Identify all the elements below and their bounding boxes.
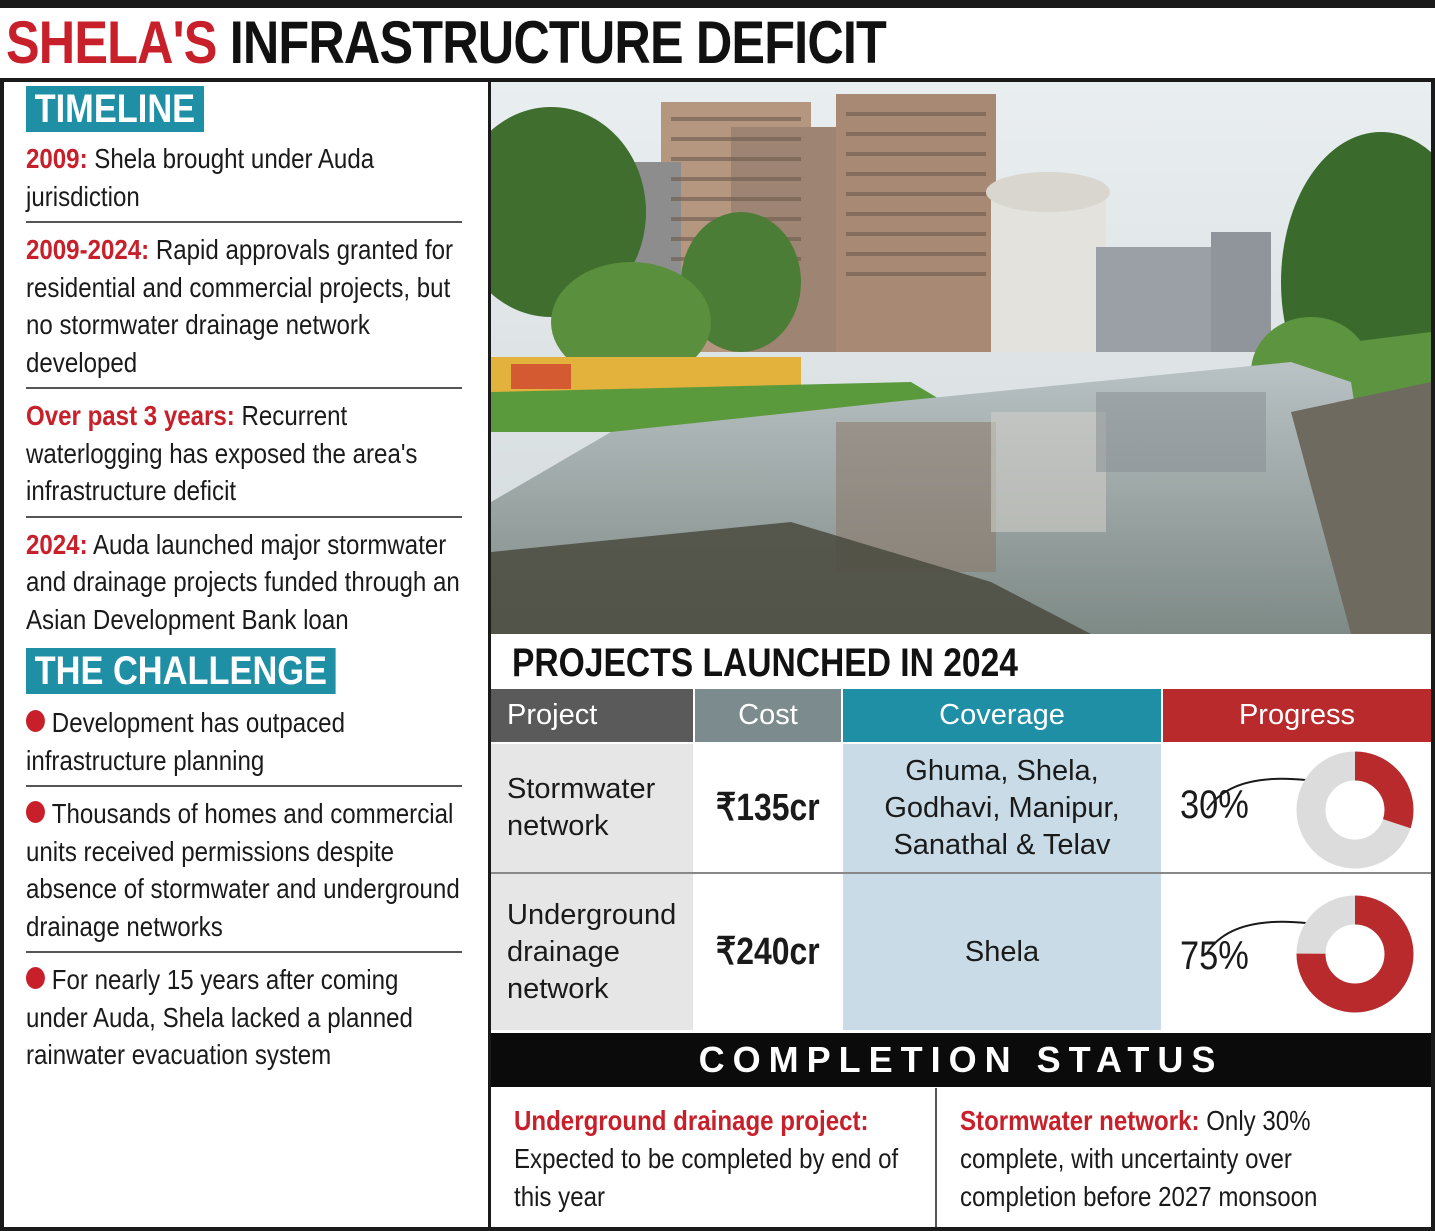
project-coverage: Ghuma, Shela, Godhavi, Manipur, Sanathal… (884, 754, 1120, 861)
column-header-cost: Cost (695, 689, 841, 742)
timeline-key: 2024: (26, 528, 88, 560)
status-text: Only 30% complete, with uncertainty over… (960, 1105, 1318, 1212)
timeline-key: 2009: (26, 143, 88, 174)
column-divider (488, 82, 491, 1231)
column-header-progress: Progress (1163, 689, 1431, 742)
headline: SHELA'S INFRASTRUCTURE DEFICIT (6, 9, 887, 76)
timeline-key: Over past 3 years: (26, 400, 235, 431)
headline-black: INFRASTRUCTURE DEFICIT (229, 9, 887, 76)
status-divider (935, 1088, 937, 1227)
table-cell-cost: ₹240cr (695, 874, 841, 1030)
frame-right (1431, 82, 1435, 1231)
project-cost: ₹135cr (716, 786, 820, 829)
timeline-text: Rapid approvals granted for residential … (26, 234, 454, 378)
challenge-item: For nearly 15 years after coming under A… (26, 961, 462, 1074)
row-divider (491, 872, 1431, 874)
timeline-entry: 2009-2024: Rapid approvals granted for r… (26, 231, 462, 381)
donut-progress-arc (1296, 895, 1414, 1013)
challenge-item: Thousands of homes and commercial units … (26, 795, 462, 945)
left-column: TIMELINE 2009: Shela brought under Auda … (26, 84, 462, 1074)
divider (26, 951, 462, 953)
progress-donut (1296, 895, 1414, 1013)
status-underground: Underground drainage project: Expected t… (514, 1102, 924, 1216)
table-cell-cost: ₹135cr (695, 744, 841, 872)
frame-bottom (0, 1227, 1435, 1231)
progress-percent: 75% (1180, 934, 1249, 978)
donut-progress-arc (1296, 751, 1414, 869)
timeline-text: Auda launched major stormwater and drain… (26, 528, 460, 635)
bullet-icon (26, 967, 45, 989)
table-cell-project: Underground drainage network (491, 874, 693, 1030)
status-text: Expected to be completed by end of this … (514, 1143, 899, 1212)
challenge-text: For nearly 15 years after coming under A… (26, 964, 413, 1070)
headline-red: SHELA'S (6, 9, 217, 76)
divider (26, 221, 462, 223)
completion-status-bar: COMPLETION STATUS (491, 1033, 1431, 1087)
status-key: Stormwater network: (960, 1105, 1200, 1136)
divider (26, 387, 462, 389)
challenge-heading: THE CHALLENGE (26, 648, 336, 694)
challenge-item: Development has outpaced infrastructure … (26, 704, 462, 779)
timeline-entry: 2024: Auda launched major stormwater and… (26, 526, 462, 639)
waterlogged-area-photo (491, 82, 1431, 634)
column-header-project: Project (491, 689, 693, 742)
timeline-heading: TIMELINE (26, 86, 204, 132)
status-stormwater: Stormwater network: Only 30% complete, w… (960, 1102, 1410, 1216)
status-key: Underground drainage project: (514, 1105, 869, 1136)
project-name: Stormwater network (507, 773, 656, 842)
headline-rule (0, 78, 1435, 82)
divider (26, 785, 462, 787)
table-cell-coverage: Ghuma, Shela, Godhavi, Manipur, Sanathal… (843, 744, 1161, 872)
timeline-entry: 2009: Shela brought under Auda jurisdict… (26, 140, 462, 215)
table-cell-project: Stormwater network (491, 744, 693, 872)
top-rule (0, 0, 1435, 8)
project-cost: ₹240cr (716, 930, 820, 973)
challenge-text: Development has outpaced infrastructure … (26, 707, 345, 776)
table-cell-coverage: Shela (843, 874, 1161, 1030)
column-header-coverage: Coverage (843, 689, 1161, 742)
photo-illustration (491, 82, 1431, 634)
progress-donut (1296, 751, 1414, 869)
timeline-text: Shela brought under Auda jurisdiction (26, 143, 375, 212)
divider (26, 515, 462, 518)
project-name: Underground drainage network (507, 898, 677, 1005)
bullet-icon (26, 710, 45, 732)
frame-left (0, 82, 4, 1231)
projects-title: PROJECTS LAUNCHED IN 2024 (512, 641, 1018, 685)
challenge-text: Thousands of homes and commercial units … (26, 798, 460, 942)
timeline-entry: Over past 3 years: Recurrent waterloggin… (26, 397, 462, 510)
project-coverage: Shela (964, 935, 1040, 968)
bullet-icon (26, 801, 45, 823)
timeline-key: 2009-2024: (26, 234, 150, 265)
progress-percent: 30% (1180, 783, 1249, 827)
timeline-text: Recurrent waterlogging has exposed the a… (26, 400, 418, 506)
